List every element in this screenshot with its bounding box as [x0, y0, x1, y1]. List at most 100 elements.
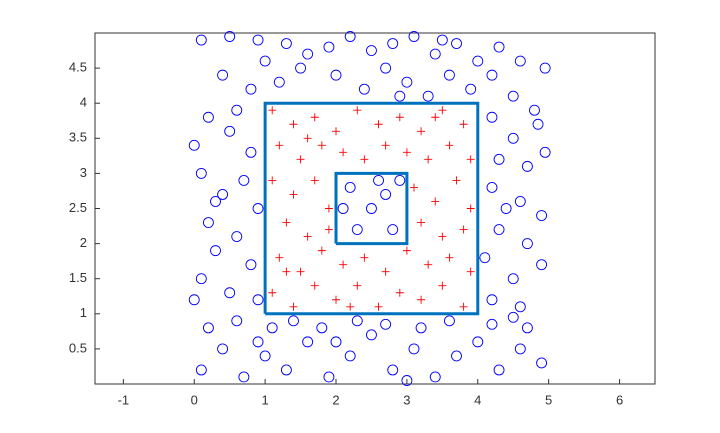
circle-point — [472, 336, 484, 348]
circle-point — [195, 34, 207, 46]
circle-point — [280, 38, 292, 49]
plus-point — [282, 267, 291, 276]
circle-point — [536, 357, 548, 369]
plus-point — [317, 246, 326, 255]
circle-point — [280, 364, 292, 376]
plus-point — [317, 141, 326, 150]
circle-point — [195, 364, 207, 376]
circle-point — [337, 203, 349, 214]
plus-point — [346, 302, 355, 311]
circle-point — [500, 203, 512, 214]
circle-point — [231, 315, 243, 327]
circle-point — [202, 322, 214, 334]
circle-point — [514, 343, 526, 355]
plus-point — [324, 204, 333, 213]
circle-point — [330, 336, 342, 348]
plus-point — [402, 246, 411, 255]
circle-point — [387, 38, 399, 49]
y-tick-label: 3 — [80, 165, 87, 180]
circle-point — [422, 90, 434, 102]
circle-point — [344, 181, 356, 193]
circle-point — [486, 318, 498, 330]
circle-point — [323, 41, 335, 53]
circle-point — [472, 55, 484, 67]
circle-point — [238, 174, 250, 186]
circle-point — [443, 69, 455, 81]
circle-point — [302, 48, 314, 60]
circle-point — [436, 34, 448, 46]
y-tick-label: 2 — [80, 235, 87, 250]
circle-point — [273, 76, 285, 88]
x-tick-label: 1 — [262, 392, 269, 407]
plus-point — [289, 190, 298, 199]
circle-point — [539, 62, 551, 74]
circle-point — [429, 48, 441, 60]
plus-point — [395, 288, 404, 297]
circle-point — [486, 181, 498, 193]
plus-point — [332, 127, 341, 136]
plus-point — [417, 218, 426, 227]
circle-point — [401, 76, 413, 88]
y-tick-label: 4.5 — [69, 60, 87, 75]
circle-point — [330, 69, 342, 81]
x-tick-label: -1 — [118, 392, 130, 407]
square-outline — [263, 101, 480, 316]
plus-point — [268, 176, 277, 185]
y-tick-label: 3.5 — [69, 130, 87, 145]
circle-point — [202, 111, 214, 123]
plus-point — [409, 183, 418, 192]
circle-point — [514, 301, 526, 313]
plus-point — [417, 295, 426, 304]
plus-point — [289, 120, 298, 129]
circle-point — [507, 311, 519, 323]
circle-point — [224, 31, 236, 42]
circle-point — [295, 62, 307, 74]
plus-point — [438, 232, 447, 241]
circle-point — [366, 203, 377, 214]
circle-point — [188, 139, 200, 151]
circle-point — [344, 31, 356, 42]
circle-point — [394, 174, 406, 186]
circle-point — [316, 322, 328, 334]
circle-point — [408, 31, 420, 42]
circle-point — [465, 83, 477, 95]
circle-point — [231, 231, 243, 243]
x-tick-label: 5 — [545, 392, 552, 407]
x-tick-label: 2 — [332, 392, 339, 407]
plus-point — [310, 113, 319, 122]
circle-point — [252, 336, 264, 348]
plus-point — [431, 113, 440, 122]
plus-point — [353, 106, 362, 115]
circle-point — [387, 224, 399, 236]
circle-point — [408, 343, 420, 355]
plus-point — [431, 197, 440, 206]
plus-point — [353, 281, 362, 290]
circle-point — [195, 273, 207, 285]
plus-point — [360, 155, 369, 164]
plus-point — [445, 253, 454, 262]
plus-point — [282, 218, 291, 227]
circle-point — [443, 315, 455, 327]
plot-area — [94, 32, 656, 385]
circle-point — [210, 196, 221, 207]
plus-point — [402, 148, 411, 157]
square-outline — [334, 171, 409, 246]
plus-point — [324, 225, 333, 234]
circle-point — [493, 224, 505, 236]
plus-point — [374, 120, 383, 129]
plus-point — [438, 281, 447, 290]
circle-point — [479, 252, 491, 264]
circle-point — [380, 318, 392, 330]
circle-point — [493, 153, 505, 165]
circle-point — [394, 90, 406, 102]
circle-point — [217, 69, 229, 81]
plus-point — [459, 225, 468, 234]
circle-point — [224, 125, 236, 137]
circle-point — [514, 196, 526, 207]
plus-point — [466, 204, 475, 213]
circle-point — [521, 160, 533, 172]
circle-point — [358, 83, 370, 95]
plus-point — [459, 302, 468, 311]
plus-point — [289, 302, 298, 311]
circle-point — [380, 62, 392, 74]
